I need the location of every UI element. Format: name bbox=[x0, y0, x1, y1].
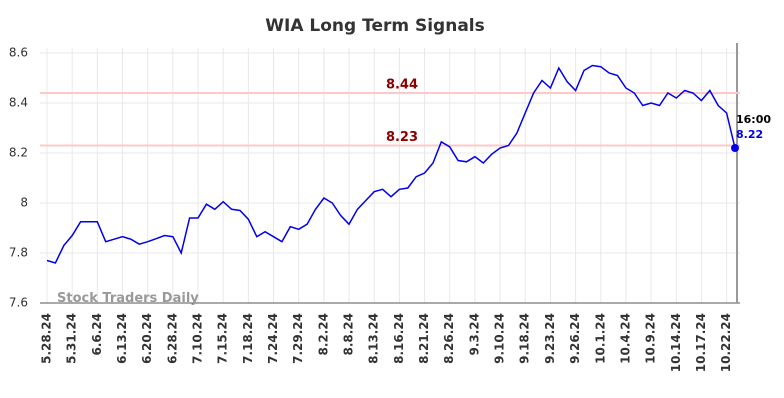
x-tick-label: 10.1.24 bbox=[593, 313, 607, 364]
x-tick-label: 8.8.24 bbox=[342, 313, 356, 356]
x-tick-label: 7.24.24 bbox=[266, 313, 280, 364]
x-tick-label: 7.10.24 bbox=[191, 313, 205, 364]
x-tick-label: 10.4.24 bbox=[618, 313, 632, 364]
watermark: Stock Traders Daily bbox=[57, 291, 199, 306]
x-tick-label: 10.17.24 bbox=[694, 313, 708, 372]
x-tick-label: 8.13.24 bbox=[367, 313, 381, 364]
reference-label: 8.44 bbox=[386, 78, 418, 93]
last-value: 8.22 bbox=[736, 128, 763, 141]
chart-title: WIA Long Term Signals bbox=[265, 16, 485, 36]
y-tick-label: 7.6 bbox=[9, 296, 28, 310]
price-line bbox=[46, 64, 736, 264]
x-tick-label: 9.23.24 bbox=[543, 313, 557, 364]
x-tick-label: 6.28.24 bbox=[165, 313, 179, 364]
x-tick-label: 8.26.24 bbox=[442, 313, 456, 364]
x-tick-label: 7.18.24 bbox=[241, 313, 255, 364]
x-tick-label: 8.2.24 bbox=[316, 313, 330, 356]
x-tick-label: 6.20.24 bbox=[140, 313, 154, 364]
y-tick-label: 8.4 bbox=[9, 96, 28, 110]
last-point bbox=[731, 144, 739, 152]
x-tick-label: 10.22.24 bbox=[719, 313, 733, 372]
x-tick-label: 9.10.24 bbox=[493, 313, 507, 364]
x-tick-label: 10.14.24 bbox=[669, 313, 683, 372]
x-tick-label: 7.29.24 bbox=[291, 313, 305, 364]
y-tick-label: 8 bbox=[20, 196, 28, 210]
x-tick-label: 5.28.24 bbox=[40, 313, 54, 364]
last-time: 16:00 bbox=[736, 113, 771, 126]
x-tick-label: 7.15.24 bbox=[216, 313, 230, 364]
x-tick-label: 6.13.24 bbox=[115, 313, 129, 364]
x-tick-label: 9.26.24 bbox=[568, 313, 582, 364]
x-tick-label: 8.21.24 bbox=[417, 313, 431, 364]
x-tick-label: 5.31.24 bbox=[65, 313, 79, 364]
x-tick-label: 8.16.24 bbox=[392, 313, 406, 364]
x-tick-label: 9.3.24 bbox=[467, 313, 481, 356]
reference-label: 8.23 bbox=[386, 130, 418, 145]
x-tick-label: 9.18.24 bbox=[518, 313, 532, 364]
y-tick-label: 8.6 bbox=[9, 46, 28, 60]
x-tick-label: 10.9.24 bbox=[644, 313, 658, 364]
y-tick-label: 7.8 bbox=[9, 246, 28, 260]
y-tick-label: 8.2 bbox=[9, 146, 28, 160]
x-tick-label: 6.6.24 bbox=[90, 313, 104, 356]
